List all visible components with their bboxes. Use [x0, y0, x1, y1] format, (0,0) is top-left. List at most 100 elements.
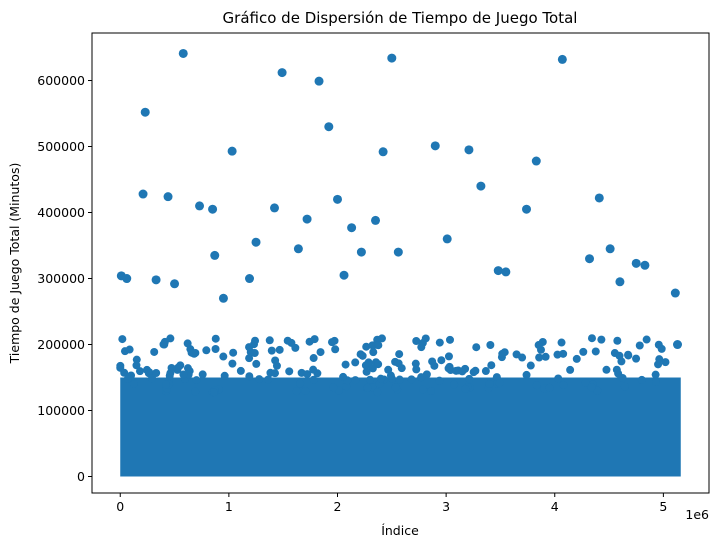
dense-edge-point — [327, 338, 336, 347]
dense-edge-point — [271, 369, 280, 378]
data-point — [531, 156, 541, 166]
dense-edge-point — [613, 336, 622, 345]
dense-edge-point — [655, 355, 664, 364]
data-point — [442, 234, 452, 244]
dense-edge-point — [534, 341, 543, 350]
dense-edge-point — [174, 363, 183, 372]
dense-edge-point — [275, 345, 284, 354]
dense-edge-point — [526, 361, 535, 370]
dense-edge-point — [635, 341, 644, 350]
dense-edge-point — [329, 383, 338, 392]
data-point — [476, 181, 486, 191]
dense-edge-point — [587, 334, 596, 343]
data-point — [122, 274, 132, 284]
dense-edge-point — [296, 379, 305, 388]
dense-edge-point — [209, 388, 218, 397]
dense-edge-point — [198, 370, 207, 379]
dense-edge-point — [252, 359, 261, 368]
dense-edge-point — [559, 380, 568, 389]
data-point — [670, 288, 680, 298]
dense-edge-point — [465, 374, 474, 383]
dense-edge-point — [191, 387, 200, 396]
dense-edge-point — [285, 367, 294, 376]
data-point — [464, 145, 474, 155]
data-point — [293, 244, 303, 254]
dense-edge-point — [450, 380, 459, 389]
dense-edge-point — [597, 335, 606, 344]
dense-edge-point — [395, 375, 404, 384]
dense-edge-point — [219, 352, 228, 361]
dense-edge-point — [364, 358, 373, 367]
dense-edge-point — [587, 383, 596, 392]
dense-edge-point — [351, 358, 360, 367]
dense-edge-point — [255, 375, 264, 384]
chart-title: Gráfico de Dispersión de Tiempo de Juego… — [223, 9, 578, 27]
dense-edge-point — [129, 379, 138, 388]
dense-edge-point — [485, 379, 494, 388]
dense-edge-point — [228, 359, 237, 368]
dense-edge-point — [614, 369, 623, 378]
dense-edge-point — [651, 378, 660, 387]
data-point — [356, 247, 366, 257]
data-point — [672, 340, 682, 350]
x-tick-label: 0 — [116, 499, 124, 514]
dense-edge-point — [368, 341, 377, 350]
dense-edge-point — [192, 376, 201, 385]
dense-edge-point — [487, 361, 496, 370]
data-point — [557, 54, 567, 64]
dense-points-layer — [116, 334, 681, 477]
dense-edge-point — [495, 379, 504, 388]
dense-edge-point — [394, 359, 403, 368]
data-point — [140, 107, 150, 117]
x-tick-label: 4 — [551, 499, 559, 514]
x-tick-label: 1 — [225, 499, 233, 514]
data-point — [314, 76, 324, 86]
data-point — [640, 260, 650, 270]
data-point — [302, 214, 312, 224]
data-point — [594, 193, 604, 203]
dense-edge-point — [292, 387, 301, 396]
y-tick-label: 0 — [77, 469, 85, 484]
dense-edge-point — [579, 347, 588, 356]
data-point — [163, 192, 173, 202]
dense-edge-point — [535, 353, 544, 362]
dense-edge-point — [602, 365, 611, 374]
dense-edge-point — [229, 348, 238, 357]
dense-edge-point — [211, 345, 220, 354]
dense-edge-point — [651, 370, 660, 379]
dense-edge-point — [265, 336, 274, 345]
dense-edge-point — [159, 340, 168, 349]
data-point — [493, 266, 503, 276]
dense-edge-point — [532, 381, 541, 390]
dense-edge-point — [566, 365, 575, 374]
dense-edge-point — [661, 358, 670, 367]
dense-edge-point — [435, 376, 444, 385]
y-tick-label: 600000 — [37, 73, 85, 88]
dense-edge-point — [581, 378, 590, 387]
dense-edge-point — [236, 366, 245, 375]
data-point — [218, 293, 228, 303]
dense-edge-point — [245, 372, 254, 381]
dense-edge-point — [250, 349, 259, 358]
x-tick-label: 3 — [442, 499, 450, 514]
data-point — [378, 147, 388, 157]
dense-edge-point — [615, 351, 624, 360]
dense-edge-point — [417, 373, 426, 382]
dense-edge-point — [283, 336, 292, 345]
dense-edge-point — [637, 375, 646, 384]
data-point — [178, 48, 188, 58]
dense-edge-point — [251, 336, 260, 345]
data-point — [151, 275, 161, 285]
dense-edge-point — [386, 371, 395, 380]
data-point — [393, 247, 403, 257]
dense-edge-point — [309, 365, 318, 374]
dense-edge-point — [472, 343, 481, 352]
x-axis: 0 1 2 3 4 5 — [116, 493, 667, 514]
dense-edge-point — [356, 350, 365, 359]
dense-edge-point — [363, 383, 372, 392]
dense-edge-point — [419, 385, 428, 394]
dense-edge-point — [395, 350, 404, 359]
dense-edge-point — [435, 338, 444, 347]
dense-edge-point — [132, 361, 141, 370]
